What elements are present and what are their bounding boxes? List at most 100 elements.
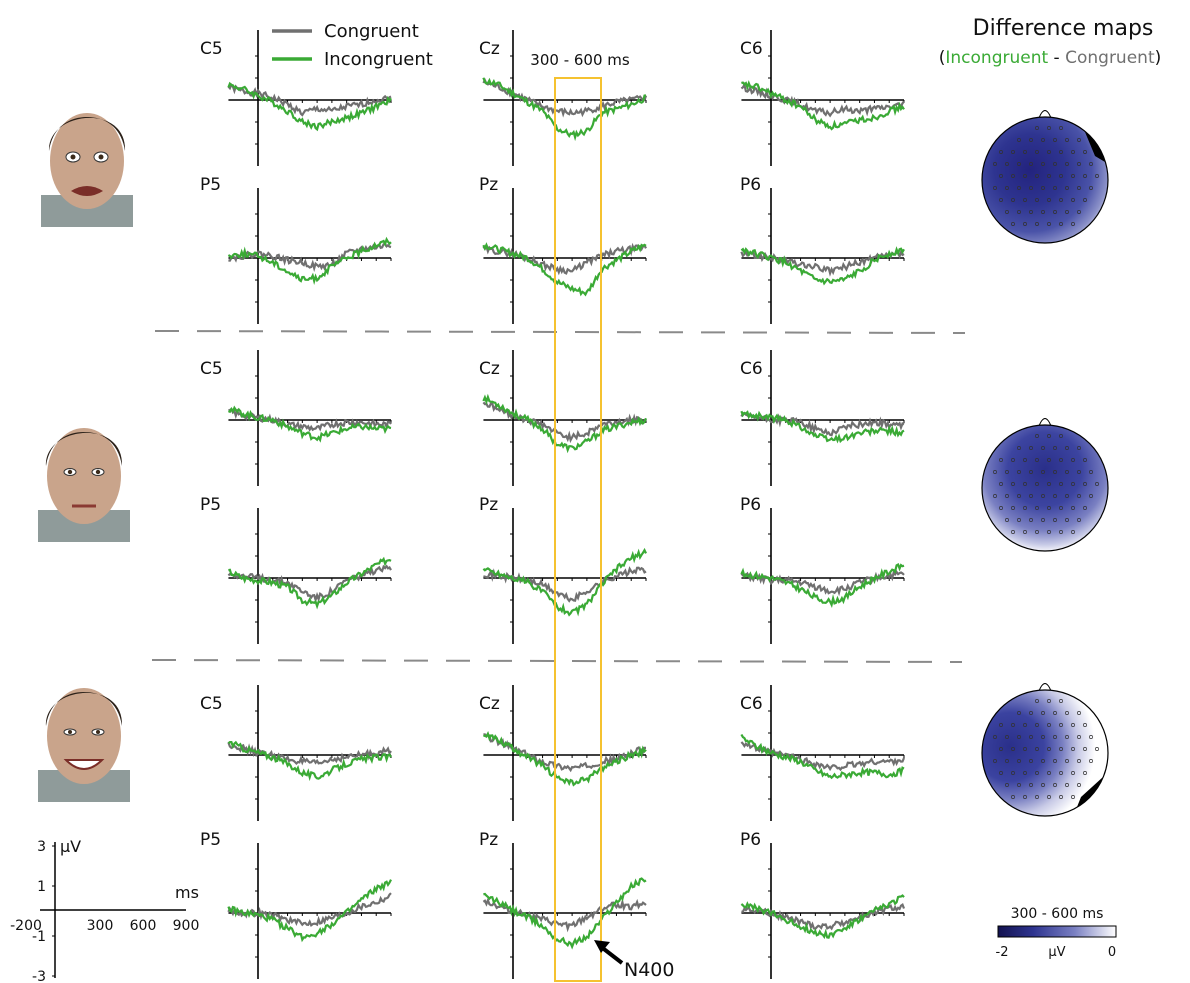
electrode-dot: [1077, 210, 1081, 214]
electrode-dot: [1035, 506, 1039, 510]
electrode-dot: [1011, 506, 1015, 510]
n400-arrowhead: [594, 940, 610, 953]
electrode-dot: [1017, 446, 1021, 450]
electrode-dot: [1083, 458, 1087, 462]
electrode-dot: [1083, 506, 1087, 510]
n400-annotation: N400: [594, 940, 674, 981]
electrode-dot: [1065, 138, 1069, 142]
electrode-dot: [1029, 470, 1033, 474]
scalp-circle: [981, 689, 1109, 817]
congruent-waveform: [483, 566, 647, 603]
congruent-waveform: [483, 733, 646, 773]
electrode-dot: [1071, 174, 1075, 178]
masked-region: [1085, 132, 1105, 162]
colorbar-title: 300 - 600 ms: [1011, 906, 1104, 922]
fearful-face-icon: [41, 113, 133, 227]
erp-panel-cz-row0: Cz: [479, 30, 648, 166]
row-separator-2: [151, 659, 963, 663]
electrode-label: Pz: [479, 175, 498, 195]
electrode-dot: [1059, 747, 1063, 751]
erp-panel-c6-row0: C6: [740, 30, 905, 166]
maps-subtitle-open: (: [939, 48, 946, 68]
electrode-dot: [1017, 138, 1021, 142]
electrode-label: P6: [740, 175, 761, 195]
electrode-dot: [1047, 126, 1051, 130]
electrode-dot: [1071, 458, 1075, 462]
electrode-dot: [1077, 446, 1081, 450]
electrode-dot: [1023, 795, 1027, 799]
erp-panel-pz-row1: Pz: [479, 495, 647, 644]
electrode-dot: [1011, 795, 1015, 799]
legend-incongruent-label: Incongruent: [324, 49, 433, 70]
electrode-dot: [1041, 210, 1045, 214]
electrode-dot: [1005, 518, 1009, 522]
masked-region: [1077, 777, 1103, 807]
electrode-dot: [1041, 186, 1045, 190]
analysis-window: 300 - 600 ms: [530, 51, 630, 982]
electrode-label: C6: [740, 694, 763, 714]
electrode-dot: [1077, 162, 1081, 166]
erp-panel-p5-row2: P5: [200, 830, 392, 979]
analysis-window-box: [554, 77, 602, 982]
incongruent-waveform: [227, 81, 392, 132]
congruent-waveform: [741, 903, 906, 931]
electrode-dot: [1083, 198, 1087, 202]
electrode-dot: [1011, 482, 1015, 486]
erp-panel-p6-row0: P6: [740, 175, 905, 324]
electrode-dot: [1065, 783, 1069, 787]
scale-x-tick-label: 300: [87, 918, 114, 934]
electrode-label: Pz: [479, 830, 498, 850]
electrode-dot: [1005, 783, 1009, 787]
electrode-dot: [1077, 186, 1081, 190]
electrode-dot: [1005, 186, 1009, 190]
electrode-dot: [1017, 210, 1021, 214]
electrode-dot: [1029, 446, 1033, 450]
electrode-dot: [1047, 482, 1051, 486]
incongruent-waveform: [740, 246, 905, 286]
colorbar-max-label: 0: [1108, 945, 1116, 960]
row-separator-1: [154, 330, 966, 334]
electrode-dot: [1017, 470, 1021, 474]
electrode-dot: [1041, 735, 1045, 739]
electrode-dot: [1053, 759, 1057, 763]
electrode-label: P5: [200, 175, 221, 195]
congruent-waveform: [482, 897, 647, 933]
electrode-dot: [1083, 747, 1087, 751]
electrode-dot: [1065, 735, 1069, 739]
electrode-dot: [1083, 723, 1087, 727]
electrode-dot: [1005, 759, 1009, 763]
congruent-waveform: [227, 82, 392, 117]
electrode-dot: [1089, 735, 1093, 739]
colorbar-min-label: -2: [996, 945, 1009, 960]
difference-map-group: [981, 110, 1109, 817]
electrode-label: P5: [200, 495, 221, 515]
electrode-dot: [1035, 795, 1039, 799]
electrode-dot: [1017, 518, 1021, 522]
colorbar-gradient: [997, 925, 1117, 938]
congruent-waveform: [482, 77, 648, 118]
incongruent-waveform: [482, 242, 647, 297]
electrode-dot: [1023, 174, 1027, 178]
electrode-dot: [1077, 735, 1081, 739]
electrode-dot: [1089, 470, 1093, 474]
incongruent-waveform: [740, 894, 905, 940]
electrode-dot: [1035, 174, 1039, 178]
electrode-label: Pz: [479, 495, 498, 515]
incongruent-waveform: [482, 730, 647, 787]
electrode-dot: [999, 723, 1003, 727]
electrode-dot: [1095, 174, 1099, 178]
electrode-dot: [1065, 711, 1069, 715]
electrode-dot: [1035, 222, 1039, 226]
difference-map-happy: [981, 683, 1109, 817]
electrode-dot: [1059, 482, 1063, 486]
electrode-label: P5: [200, 830, 221, 850]
electrode-dot: [1029, 210, 1033, 214]
electrode-dot: [1023, 723, 1027, 727]
electrode-dot: [1059, 530, 1063, 534]
electrode-dot: [1089, 162, 1093, 166]
scale-y-unit: µV: [60, 837, 81, 856]
electrode-dot: [1071, 795, 1075, 799]
legend-congruent-label: Congruent: [324, 21, 419, 42]
difference-map-neutral: [981, 418, 1109, 552]
electrode-dot: [1053, 210, 1057, 214]
